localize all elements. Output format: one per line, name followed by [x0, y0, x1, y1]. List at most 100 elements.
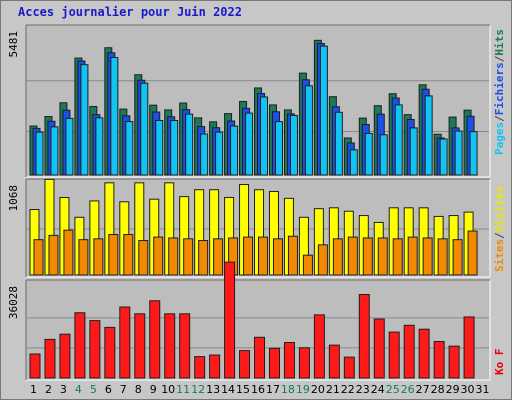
bar-sites-day-19 — [302, 254, 313, 276]
x-tick-day-10: 10 — [161, 383, 175, 396]
bar-pages-day-2 — [50, 126, 59, 176]
bar-pages-day-14 — [230, 125, 239, 176]
legend-entry: Sites — [493, 239, 506, 272]
bar-ko-f-day-21 — [328, 344, 340, 379]
bar-pages-day-10 — [170, 120, 179, 176]
bar-pages-day-24 — [379, 134, 388, 176]
bar-ko-f-day-19 — [298, 347, 310, 379]
bar-ko-f-day-15 — [239, 350, 251, 379]
bar-ko-f-day-12 — [194, 356, 206, 379]
x-tick-day-19: 19 — [296, 383, 310, 396]
bar-ko-f-day-17 — [268, 347, 280, 379]
chart-marks — [29, 39, 478, 379]
bar-sites-day-25 — [392, 238, 403, 276]
x-tick-day-4: 4 — [75, 383, 82, 396]
series-legend-label: Ko F — [493, 349, 506, 376]
bar-ko-f-day-2 — [44, 338, 56, 379]
bar-sites-day-30 — [467, 230, 478, 276]
bar-pages-day-13 — [215, 131, 224, 176]
x-tick-day-23: 23 — [356, 383, 370, 396]
x-tick-day-3: 3 — [60, 383, 67, 396]
bar-pages-day-29 — [454, 130, 463, 176]
bar-sites-day-18 — [287, 235, 298, 276]
bar-ko-f-day-20 — [313, 314, 325, 379]
bar-ko-f-day-1 — [29, 353, 41, 379]
bar-ko-f-day-14 — [224, 261, 236, 379]
series-legend-label: Sites/Visites — [493, 186, 506, 272]
x-tick-day-22: 22 — [341, 383, 355, 396]
bar-ko-f-day-29 — [448, 345, 460, 379]
bar-ko-f-day-8 — [134, 313, 146, 379]
bar-ko-f-day-4 — [74, 312, 86, 379]
x-tick-day-12: 12 — [191, 383, 205, 396]
y-max-label: 1068 — [7, 185, 20, 212]
bar-sites-day-12 — [198, 240, 209, 276]
bar-sites-day-23 — [362, 237, 373, 276]
bar-pages-day-30 — [469, 131, 478, 176]
bar-sites-day-20 — [317, 244, 328, 276]
bar-ko-f-day-11 — [179, 313, 191, 379]
x-tick-day-30: 30 — [461, 383, 475, 396]
x-tick-day-16: 16 — [251, 383, 265, 396]
bar-pages-day-5 — [95, 117, 104, 176]
y-max-label: 36028 — [7, 286, 20, 319]
legend-entry: Hits — [493, 29, 506, 56]
x-tick-day-20: 20 — [311, 383, 325, 396]
x-tick-day-28: 28 — [431, 383, 445, 396]
x-tick-day-17: 17 — [266, 383, 280, 396]
x-tick-day-14: 14 — [221, 383, 235, 396]
x-tick-day-29: 29 — [446, 383, 460, 396]
bar-ko-f-day-26 — [403, 324, 415, 379]
bar-pages-day-20 — [319, 45, 328, 176]
bar-sites-day-1 — [33, 239, 44, 276]
x-tick-day-31: 31 — [476, 383, 490, 396]
bar-ko-f-day-28 — [433, 340, 445, 379]
bar-sites-day-29 — [452, 239, 463, 276]
bar-pages-day-6 — [110, 57, 119, 176]
bar-ko-f-day-9 — [149, 300, 161, 379]
x-tick-day-8: 8 — [135, 383, 142, 396]
legend-entry: / — [493, 115, 506, 122]
bar-ko-f-day-24 — [373, 318, 385, 379]
bar-pages-day-25 — [394, 104, 403, 176]
bar-ko-f-day-10 — [164, 313, 176, 379]
bar-ko-f-day-7 — [119, 306, 131, 379]
x-tick-day-7: 7 — [120, 383, 127, 396]
bar-ko-f-day-30 — [463, 316, 475, 379]
bar-pages-day-1 — [35, 131, 44, 176]
bar-pages-day-22 — [349, 149, 358, 176]
x-tick-day-25: 25 — [386, 383, 400, 396]
bar-sites-day-10 — [168, 237, 179, 276]
bar-ko-f-day-25 — [388, 331, 400, 379]
bar-pages-day-21 — [334, 111, 343, 176]
x-tick-day-1: 1 — [30, 383, 37, 396]
x-tick-day-18: 18 — [281, 383, 295, 396]
x-tick-day-11: 11 — [176, 383, 190, 396]
bar-sites-day-8 — [138, 240, 149, 276]
legend-entry: Visites — [493, 186, 506, 232]
bar-pages-day-28 — [439, 138, 448, 176]
bar-pages-day-11 — [185, 113, 194, 176]
bar-ko-f-day-13 — [209, 354, 221, 379]
x-tick-day-2: 2 — [45, 383, 52, 396]
bar-pages-day-9 — [155, 120, 164, 176]
bar-sites-day-6 — [108, 234, 119, 276]
bar-pages-day-19 — [304, 85, 313, 176]
bar-pages-day-23 — [364, 132, 373, 176]
legend-entry: / — [493, 232, 506, 239]
bar-pages-day-4 — [80, 64, 89, 176]
bar-ko-f-day-18 — [283, 342, 295, 379]
x-tick-day-21: 21 — [326, 383, 340, 396]
bar-pages-day-15 — [245, 112, 254, 176]
bar-sites-day-5 — [93, 238, 104, 276]
bar-pages-day-17 — [274, 121, 283, 176]
bar-pages-day-8 — [140, 82, 149, 176]
bar-pages-day-18 — [289, 114, 298, 176]
y-max-label: 5481 — [7, 31, 20, 58]
bar-pages-day-3 — [65, 117, 74, 176]
bar-pages-day-12 — [200, 133, 209, 176]
bar-pages-day-26 — [409, 127, 418, 176]
bar-sites-day-26 — [407, 236, 418, 276]
y-axis-labels: 5481Pages/Fichiers/Hits1068Sites/Visites… — [7, 29, 506, 375]
